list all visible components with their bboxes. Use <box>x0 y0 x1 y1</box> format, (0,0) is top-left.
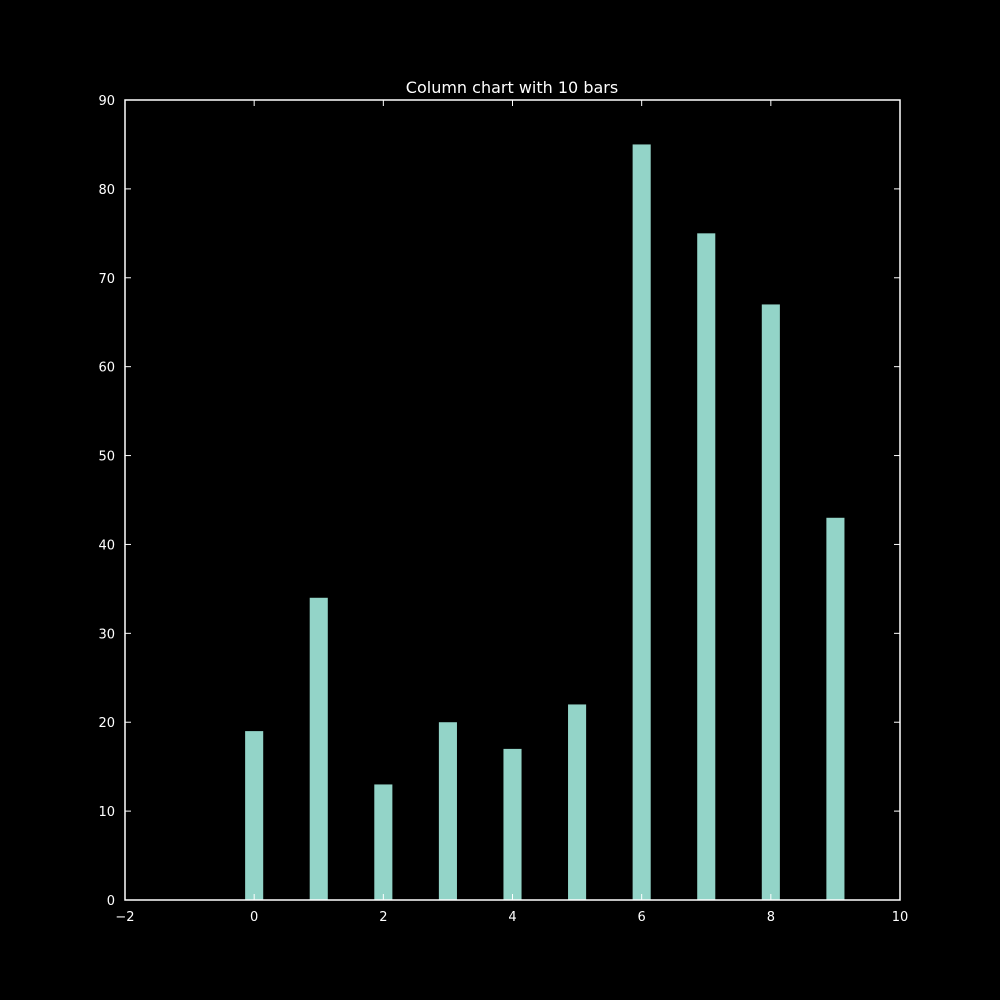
x-tick-label: 0 <box>250 910 258 925</box>
bar-9 <box>826 517 845 900</box>
x-tick-label: 6 <box>638 910 646 925</box>
bar-8 <box>761 304 780 900</box>
chart-title: Column chart with 10 bars <box>406 78 618 97</box>
x-tick-label: 8 <box>767 910 775 925</box>
bar-2 <box>374 784 393 900</box>
y-tick-label: 20 <box>98 716 115 731</box>
bar-0 <box>245 731 264 900</box>
bar-4 <box>503 748 522 900</box>
bar-6 <box>632 144 651 900</box>
y-tick-label: 70 <box>98 272 115 287</box>
y-tick-label: 40 <box>98 538 115 553</box>
y-axis-ticks: 0 10 20 30 40 50 60 70 80 90 <box>98 94 900 909</box>
y-tick-label: 80 <box>98 183 115 198</box>
y-tick-label: 50 <box>98 450 115 465</box>
x-tick-label: 2 <box>379 910 387 925</box>
bar-5 <box>568 704 587 900</box>
y-tick-label: 60 <box>98 361 115 376</box>
x-tick-label: 10 <box>892 910 909 925</box>
bar-3 <box>438 722 457 900</box>
x-axis-ticks: −2 0 2 4 6 8 10 <box>115 100 908 925</box>
y-tick-label: 0 <box>107 894 115 909</box>
bar-1 <box>309 597 328 900</box>
y-tick-label: 90 <box>98 94 115 109</box>
y-tick-label: 30 <box>98 627 115 642</box>
plot-frame <box>124 99 901 901</box>
y-tick-label: 10 <box>98 805 115 820</box>
x-tick-label: 4 <box>508 910 516 925</box>
bar-7 <box>697 233 716 901</box>
bars-group <box>245 144 845 901</box>
x-tick-label: −2 <box>115 910 134 925</box>
